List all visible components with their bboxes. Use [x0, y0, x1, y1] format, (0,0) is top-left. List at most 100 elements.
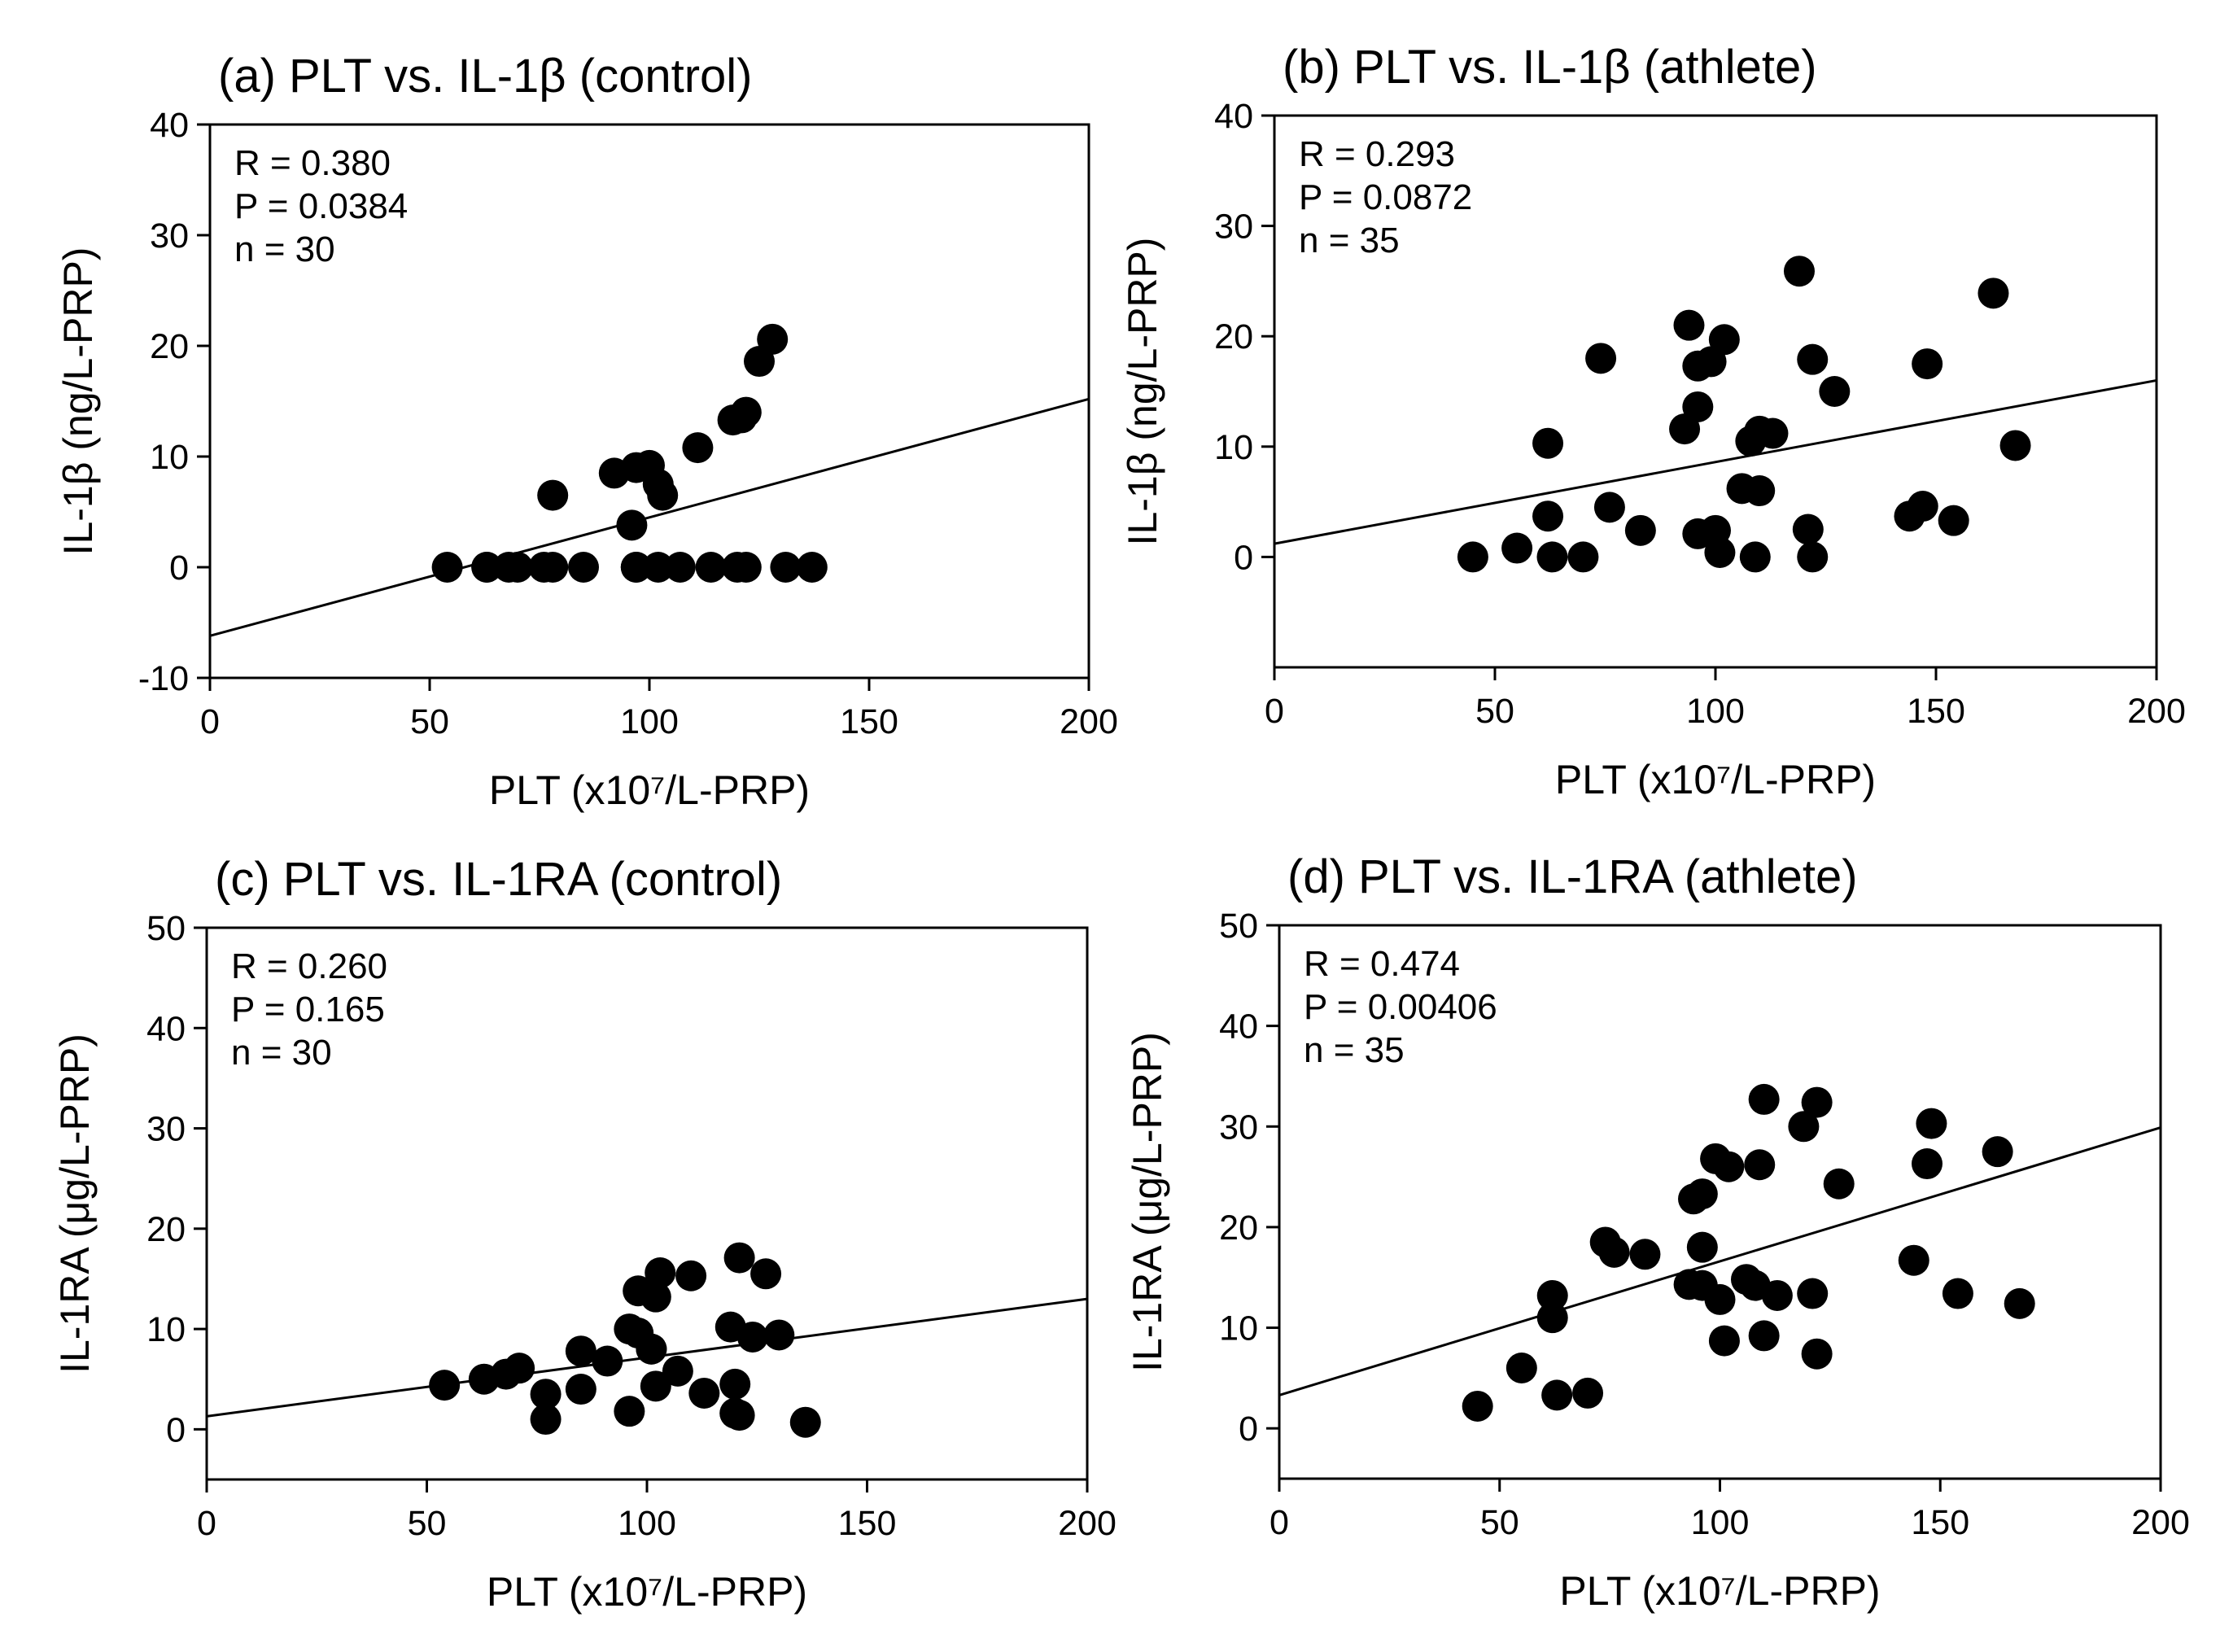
- data-point: [664, 552, 696, 583]
- y-axis-label: IL-1RA (μg/L-PRP): [1125, 1032, 1170, 1372]
- y-tick-label: 20: [1219, 1208, 1258, 1248]
- data-point: [695, 552, 727, 583]
- x-tick-label: 100: [620, 702, 679, 741]
- x-tick-label: 0: [1265, 692, 1284, 731]
- data-point: [730, 552, 762, 583]
- data-point: [1532, 500, 1564, 532]
- y-tick-label: 10: [146, 1310, 186, 1349]
- stats-annotation: n = 30: [234, 229, 335, 269]
- data-point: [592, 1345, 623, 1377]
- data-point: [719, 1368, 751, 1400]
- data-point: [1682, 391, 1714, 422]
- data-point: [1977, 278, 2009, 309]
- y-tick-label: 50: [1219, 907, 1258, 946]
- data-point: [1541, 1379, 1573, 1411]
- data-point: [789, 1406, 821, 1438]
- data-point: [1505, 1353, 1537, 1383]
- data-point: [1457, 541, 1488, 573]
- stats-annotation: P = 0.0384: [234, 186, 408, 226]
- data-point: [640, 1281, 671, 1313]
- data-point: [1567, 541, 1599, 573]
- y-tick-label: 0: [1234, 538, 1253, 577]
- x-tick-label: 0: [1270, 1503, 1289, 1542]
- y-tick-label: 0: [1239, 1409, 1258, 1449]
- data-point: [1823, 1168, 1855, 1200]
- data-point: [565, 1335, 597, 1367]
- stats-annotation: P = 0.165: [231, 990, 385, 1029]
- data-point: [1673, 309, 1705, 341]
- data-point: [565, 1374, 597, 1405]
- data-point: [723, 1242, 755, 1274]
- data-point: [471, 552, 503, 583]
- x-tick-label: 50: [410, 702, 449, 741]
- y-tick-label: 10: [150, 438, 189, 477]
- data-point: [763, 1319, 795, 1351]
- y-tick-label: 30: [1219, 1108, 1258, 1147]
- data-point: [1598, 1236, 1630, 1268]
- stats-annotation: n = 30: [231, 1033, 332, 1073]
- data-point: [1624, 514, 1656, 546]
- data-point: [1783, 256, 1815, 287]
- stats-annotation: R = 0.293: [1299, 134, 1455, 174]
- x-tick-label: 0: [197, 1504, 216, 1543]
- y-tick-label: 20: [1214, 317, 1253, 356]
- data-point: [662, 1355, 693, 1387]
- data-point: [1585, 343, 1617, 374]
- data-point: [1704, 1283, 1736, 1315]
- x-tick-label: 50: [408, 1504, 447, 1543]
- stats-annotation: P = 0.00406: [1304, 987, 1497, 1027]
- panel-c: (c) PLT vs. IL-1RA (control)0 50 100 150 200…: [52, 853, 1117, 1615]
- y-tick-label: 40: [150, 106, 189, 145]
- y-tick-label: 30: [146, 1110, 186, 1149]
- data-point: [1907, 491, 1938, 522]
- x-axis-label: PLT (x10⁷/L-PRP): [489, 767, 810, 813]
- data-point: [1572, 1377, 1604, 1409]
- data-point: [1708, 324, 1740, 356]
- data-point: [675, 1260, 707, 1291]
- x-tick-label: 150: [840, 702, 898, 741]
- y-tick-label: 20: [150, 327, 189, 366]
- data-point: [1686, 1178, 1718, 1210]
- data-point: [616, 509, 648, 541]
- data-point: [730, 396, 762, 428]
- data-point: [1938, 505, 1969, 536]
- x-tick-label: 0: [200, 702, 220, 741]
- data-point: [1748, 1083, 1780, 1115]
- data-point: [431, 552, 463, 583]
- y-tick-label: 40: [146, 1009, 186, 1048]
- panel-a: (a) PLT vs. IL-1β (control)0 50 100 150 200-…: [55, 50, 1118, 813]
- data-point: [736, 1321, 768, 1353]
- panel-title: (c) PLT vs. IL-1RA (control): [215, 853, 782, 906]
- data-point: [642, 552, 674, 583]
- regression-line: [1278, 1126, 2161, 1396]
- data-point: [1792, 514, 1824, 545]
- data-point: [1788, 1111, 1820, 1143]
- stats-annotation: P = 0.0872: [1299, 177, 1472, 217]
- data-point: [1748, 1320, 1780, 1352]
- data-point: [1942, 1278, 1973, 1309]
- data-point: [645, 1257, 676, 1289]
- data-point: [1462, 1390, 1493, 1422]
- data-point: [1912, 1148, 1943, 1180]
- data-point: [640, 1370, 671, 1402]
- x-tick-label: 50: [1480, 1503, 1519, 1542]
- data-point: [1629, 1239, 1661, 1270]
- data-point: [1713, 1151, 1745, 1182]
- data-point: [688, 1377, 720, 1409]
- data-point: [1797, 541, 1829, 573]
- x-axis-label: PLT (x10⁷/L-PRP): [1555, 757, 1876, 802]
- regression-line: [209, 397, 1090, 637]
- panel-b: (b) PLT vs. IL-1β (athlete) 0 50 100 150 200 0…: [1120, 41, 2186, 802]
- panel-d: (d) PLT vs. IL-1RA (athlete)0 50 100 150 200…: [1125, 850, 2190, 1614]
- data-point: [647, 479, 679, 511]
- data-point: [530, 1404, 562, 1436]
- data-point: [1501, 532, 1533, 564]
- x-tick-label: 100: [1691, 1503, 1750, 1542]
- data-point: [1797, 343, 1829, 375]
- y-axis-label: IL-1RA (μg/L-PRP): [52, 1034, 98, 1374]
- y-tick-label: -10: [138, 659, 189, 698]
- stats-annotation: R = 0.474: [1304, 944, 1460, 984]
- data-point: [502, 552, 533, 583]
- data-point: [750, 1258, 782, 1290]
- data-point: [1708, 1325, 1740, 1357]
